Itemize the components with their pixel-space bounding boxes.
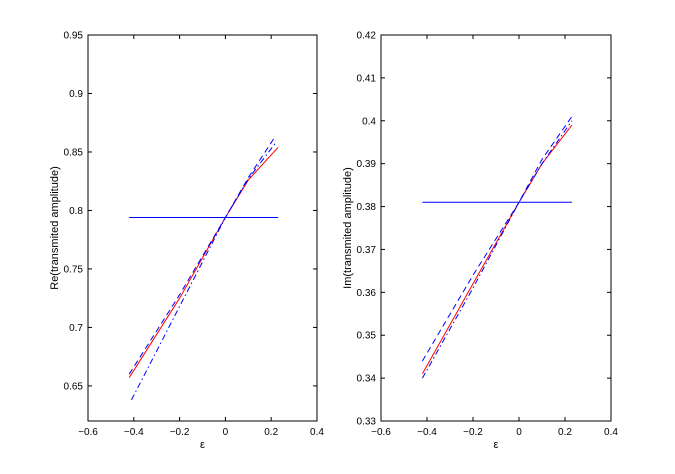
x-tick-label: 0 (516, 427, 522, 438)
x-tick-label: −0.6 (78, 427, 98, 438)
series-line-3 (421, 116, 573, 362)
y-axis-label: Im(transmited amplitude) (342, 167, 354, 289)
y-tick-label: 0.65 (64, 381, 84, 392)
x-tick-label: 0 (223, 427, 229, 438)
x-tick-label: −0.2 (170, 427, 190, 438)
y-tick-label: 0.7 (69, 323, 83, 334)
y-tick-label: 0.37 (357, 245, 377, 256)
axes-box (87, 34, 318, 422)
y-tick-label: 0.85 (64, 147, 84, 158)
y-axis-label: Re(transmited amplitude) (49, 166, 61, 290)
y-tick-label: 0.34 (357, 374, 377, 385)
x-tick-label: −0.6 (371, 427, 391, 438)
y-tick-label: 0.38 (357, 202, 377, 213)
y-tick-label: 0.75 (64, 264, 84, 275)
x-tick-label: −0.2 (463, 427, 483, 438)
axes-box (380, 34, 612, 422)
chart-2: −0.6 −0.4 −0.2 0 0.2 0.4 0.33 0.34 0.35 0.36 0.37 0… (342, 31, 618, 452)
x-tick-label: 0.2 (558, 427, 572, 438)
y-tick-label: 0.36 (357, 288, 377, 299)
x-tick-label: 0.2 (264, 427, 278, 438)
chart-1: −0.6 −0.4 −0.2 0 0.2 0.4 0.65 0.7 0.75 0.8 0.85 0.9… (49, 31, 324, 452)
y-tick-label: 0.39 (357, 159, 377, 170)
y-tick-label: 0.4 (362, 116, 376, 127)
y-tick-label: 0.95 (64, 31, 84, 42)
y-tick-label: 0.41 (357, 73, 377, 84)
x-axis-label: ε (200, 439, 205, 451)
x-tick-label: −0.4 (417, 427, 437, 438)
series-line-4 (421, 120, 573, 379)
y-tick-label: 0.33 (357, 417, 377, 428)
series-line-4 (131, 142, 277, 401)
x-tick-label: −0.4 (124, 427, 144, 438)
y-tick-label: 0.35 (357, 331, 377, 342)
x-tick-label: 0.4 (604, 427, 618, 438)
x-axis-label: ε (494, 439, 499, 451)
y-tick-label: 0.9 (69, 89, 83, 100)
x-tick-label: 0.4 (310, 427, 324, 438)
y-tick-label: 0.42 (357, 31, 377, 42)
y-tick-label: 0.8 (69, 206, 83, 217)
